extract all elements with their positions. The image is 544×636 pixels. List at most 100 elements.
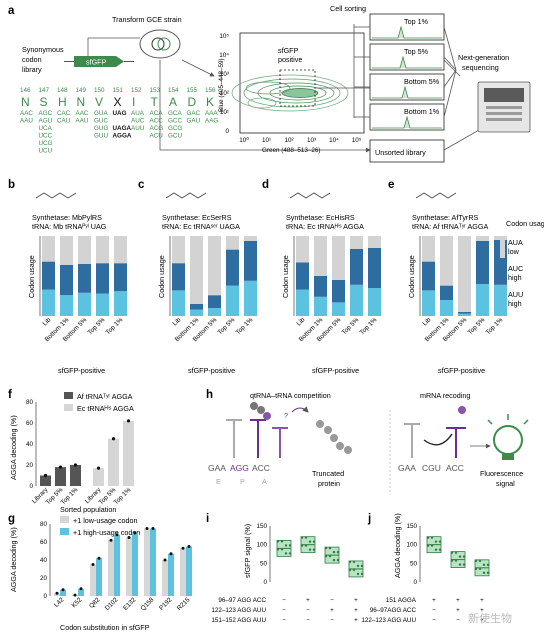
lightbulb-icon xyxy=(487,414,529,460)
usage-bar-segment xyxy=(422,261,435,291)
j-point xyxy=(434,540,438,543)
usage-bar-segment xyxy=(332,280,345,303)
i-point xyxy=(332,558,336,562)
i-point xyxy=(304,536,308,539)
sort-bin-histogram xyxy=(372,85,442,99)
usage-bar-segment xyxy=(332,236,345,280)
g-point xyxy=(97,556,101,560)
i-point xyxy=(304,544,308,547)
cell-sorting-label: Cell sorting xyxy=(330,4,366,13)
g-point xyxy=(109,538,113,542)
sort-bin-to-ngs xyxy=(443,69,457,118)
h-site-a: A xyxy=(262,477,267,486)
i-point xyxy=(352,568,356,572)
sfgfp-gene-arrow xyxy=(116,56,124,67)
codon: AUA xyxy=(131,110,145,117)
amino-acid: N xyxy=(21,95,30,109)
codon: UCC xyxy=(39,133,53,140)
usage-bar-segment xyxy=(476,284,489,316)
f-y-tick: 0 xyxy=(29,483,33,490)
facs-x-axis-label: Green (488–513–26) xyxy=(262,147,320,154)
amino-acid: X xyxy=(114,95,122,109)
j-point xyxy=(438,548,442,551)
legend-item-sub: high xyxy=(508,299,522,308)
h-codon-left-1: GAA xyxy=(208,463,226,473)
usage-bar-segment xyxy=(208,236,221,296)
usage-bar-segment xyxy=(226,236,239,250)
codon-table: 146NAACAAU147SAGCAGUUCAUCCUCGUCU148HCACC… xyxy=(20,87,218,155)
f-point xyxy=(43,473,48,478)
f-bar xyxy=(123,420,134,486)
usage-category-label: Top 1% xyxy=(485,316,505,336)
panel-g: g AGGA decoding (%) 0 20 40 60 80 +1 low-usage… xyxy=(8,513,192,632)
j-point xyxy=(458,563,462,566)
h-site-e: E xyxy=(216,477,221,486)
i-point xyxy=(348,568,352,572)
g-bar xyxy=(126,537,132,596)
usage-bar-segment xyxy=(314,236,327,276)
f-legend-swatch-af xyxy=(64,392,73,399)
codon: AGGA xyxy=(113,133,132,140)
usage-bar-segment xyxy=(190,236,203,304)
usage-bar-segment xyxy=(96,293,109,316)
synthetase-label: Synthetase: EcSerRS xyxy=(162,213,232,222)
panel-letter-c: c xyxy=(138,179,145,191)
i-point xyxy=(336,558,340,562)
synthetase-label: Synthetase: EcHisRS xyxy=(286,213,355,222)
g-bar xyxy=(168,553,174,596)
codon-position: 153 xyxy=(150,87,161,94)
j-point xyxy=(478,559,482,563)
usage-bar-segment xyxy=(458,236,471,312)
f-point xyxy=(111,437,116,441)
usage-bar-segment xyxy=(114,291,127,316)
i-point xyxy=(276,540,280,543)
facs-x-tick: 10⁵ xyxy=(352,137,362,144)
j-point xyxy=(458,555,462,558)
g-point xyxy=(55,591,59,595)
j-point xyxy=(462,555,466,558)
codon: GUU xyxy=(94,133,108,140)
ribosome-left: ? xyxy=(226,402,309,458)
i-point xyxy=(356,572,360,576)
cell-icon xyxy=(139,29,181,59)
panel-letter-d: d xyxy=(262,179,269,191)
f-bar xyxy=(55,467,66,486)
usage-y-axis-label: Codon usage xyxy=(27,255,36,298)
amino-acid: V xyxy=(95,95,103,109)
usage-bar-segment xyxy=(190,304,203,310)
codon: AAA xyxy=(205,110,218,117)
codon: UAG xyxy=(113,110,127,117)
usage-bar-segment xyxy=(314,296,327,316)
codon: AUC xyxy=(131,118,145,125)
i-point xyxy=(276,548,280,551)
g-point xyxy=(163,558,167,562)
amino-acid: S xyxy=(40,95,48,109)
usage-category-label: Top 1% xyxy=(235,316,255,336)
usage-bar-segment xyxy=(244,280,257,316)
codon: UCA xyxy=(39,125,53,132)
usage-bar-segment xyxy=(332,302,345,316)
h-codon-right-3: ACC xyxy=(446,463,464,473)
codon: GAU xyxy=(187,118,201,125)
i-sign: − xyxy=(282,617,286,624)
codon: ACA xyxy=(150,110,164,117)
f-point xyxy=(96,466,101,470)
legend-swatch xyxy=(500,262,505,284)
usage-x-axis-label: sfGFP-positive xyxy=(312,366,359,375)
usage-category-label: Lib xyxy=(422,316,433,327)
sort-bin-histogram xyxy=(372,25,442,39)
g-point xyxy=(133,531,137,535)
g-category-label: D102 xyxy=(104,596,120,612)
i-sign: − xyxy=(330,617,334,624)
usage-bar-segment xyxy=(296,236,309,263)
i-sign: + xyxy=(354,597,358,604)
usage-x-axis-label: sfGFP-positive xyxy=(188,366,235,375)
panel-letter-h: h xyxy=(206,389,213,401)
i-sign: + xyxy=(354,607,358,614)
usage-bar-segment xyxy=(172,290,185,316)
trna-label: tRNA: Ec tRNAˢᵉʳ UAGA xyxy=(162,222,240,231)
j-sign: − xyxy=(432,617,436,624)
i-point xyxy=(360,564,364,568)
codon: AAU xyxy=(20,118,33,125)
